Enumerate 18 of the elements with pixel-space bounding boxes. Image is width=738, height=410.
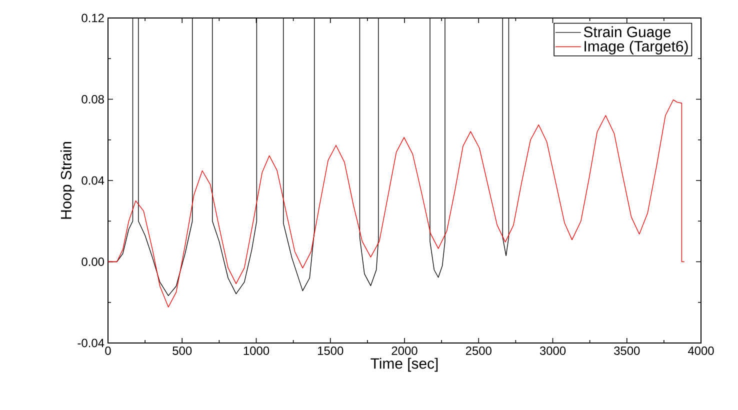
y-tick-label: -0.04 [78,338,104,348]
legend-label: Image (Target6) [584,40,688,54]
y-tick-label: 0.12 [82,14,104,22]
x-tick-label: 1500 [318,346,344,355]
x-tick-label: 4000 [688,346,714,355]
y-tick-label: 0.08 [82,95,104,104]
x-tick-label: 3500 [614,346,640,355]
x-tick-label: 2000 [392,346,418,355]
x-tick-label: 1000 [244,346,270,355]
x-tick-label: 2500 [466,346,492,355]
y-axis-title: Hoop Strain [60,142,74,219]
legend-label: Strain Guage [584,26,671,40]
y-tick-label: 0.00 [82,258,104,266]
y-tick-label: 0.04 [82,176,104,185]
x-axis-title: Time [sec] [370,358,438,372]
x-tick-label: 3000 [540,346,566,355]
x-tick-label: 0 [105,346,111,355]
x-tick-label: 500 [172,346,192,355]
